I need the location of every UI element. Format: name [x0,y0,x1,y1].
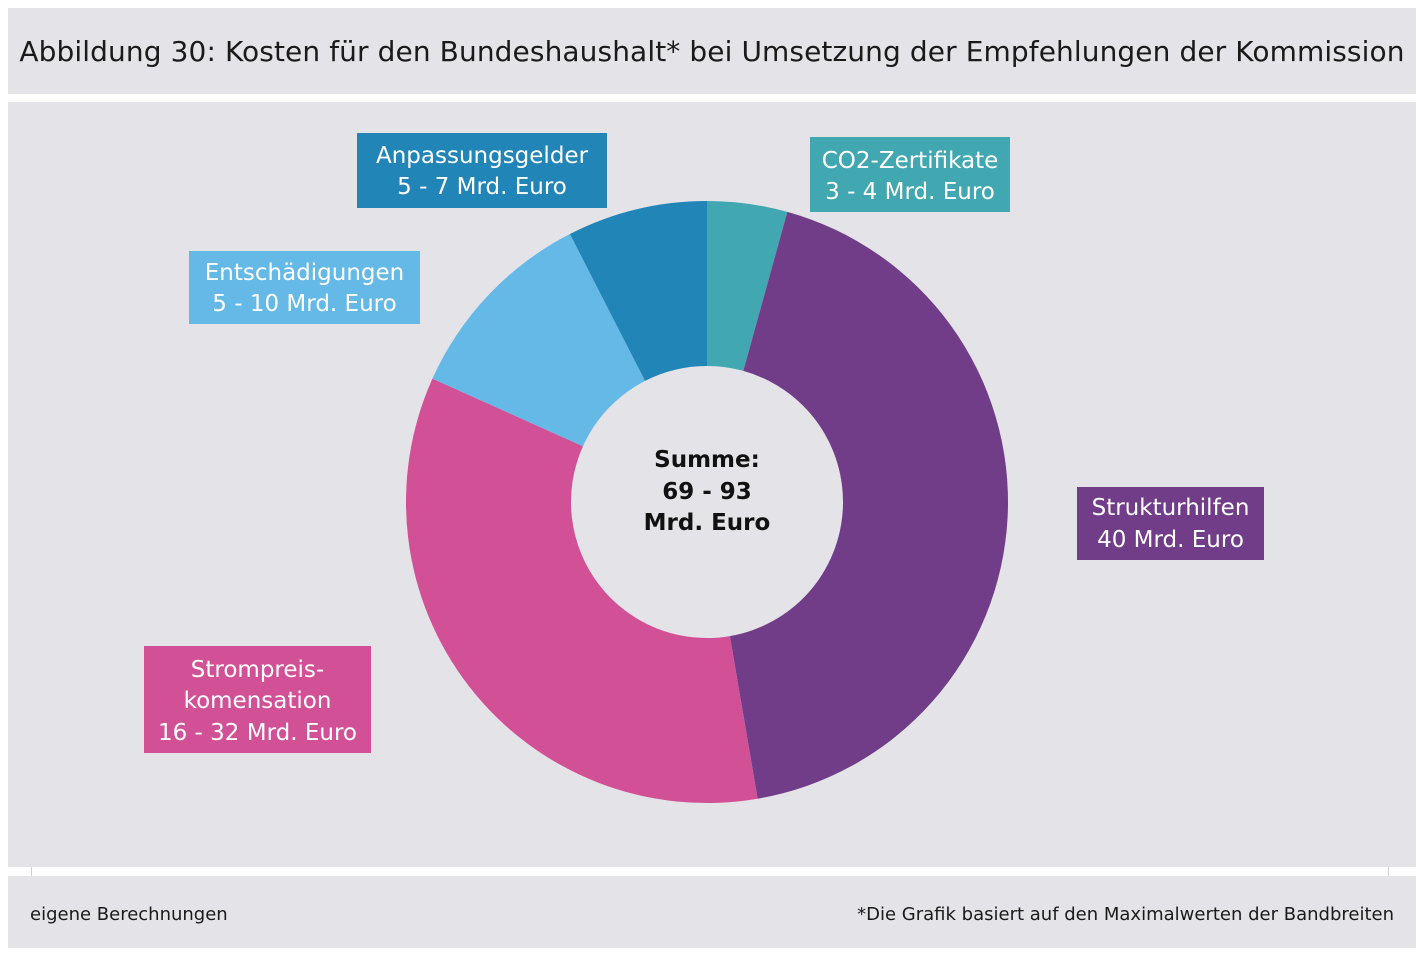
center-label-line-1: Summe: [654,447,760,473]
chart-panel: Summe: 69 - 93 Mrd. Euro CO2-Zertifikate 3 -… [8,102,1416,868]
label-box-bg-3 [144,646,371,753]
slice-label-5-line-1: Anpassungsgelder [376,143,589,169]
slice-4 [432,234,646,447]
slice-label-2-line-1: Strukturhilfen [1092,495,1250,521]
slice-label-3-line-1: Strompreis- [191,657,324,683]
slice-label-3-line-2: komensation [184,688,332,714]
slice-1 [707,201,788,371]
title-bar: Abbildung 30: Kosten für den Bundeshaush… [8,8,1416,94]
chart-title: Abbildung 30: Kosten für den Bundeshaush… [19,34,1405,68]
slice-label-1-line-1: CO2-Zertifikate [822,148,999,174]
label-box-2: Strukturhilfen 40 Mrd. Euro [1077,487,1264,560]
label-box-5: Anpassungsgelder 5 - 7 Mrd. Euro [357,133,607,208]
label-box-3: Strompreis-komensation 16 - 32 Mrd. Euro [144,646,371,753]
slice-2 [729,211,1008,799]
label-box-bg-5 [357,133,607,208]
slice-label-4-line-1: Entschädigungen [205,260,405,286]
donut-chart: Summe: 69 - 93 Mrd. Euro CO2-Zertifikate 3 -… [144,133,1264,803]
center-label-line-3: Mrd. Euro [644,510,771,536]
label-box-bg-4 [189,251,420,324]
footer: eigene Berechnungen *Die Grafik basiert … [8,876,1416,948]
label-box-4: Entschädigungen 5 - 10 Mrd. Euro [189,251,420,324]
label-box-bg-2 [1077,487,1264,560]
separator-tick-right [1388,867,1389,876]
separator-tick-left [31,867,32,876]
center-label-line-2: 69 - 93 [662,479,752,505]
source-note: eigene Berechnungen [30,904,228,925]
slice-label-3-line-3: 16 - 32 Mrd. Euro [158,720,357,746]
slice-label-1-line-2: 3 - 4 Mrd. Euro [825,179,995,205]
slice-3 [406,378,758,803]
label-box-bg-1 [810,137,1010,212]
slice-label-4-line-2: 5 - 10 Mrd. Euro [212,291,396,317]
separator [8,867,1416,876]
slice-label-5-line-2: 5 - 7 Mrd. Euro [397,174,567,200]
slice-5 [569,201,707,381]
slice-label-2-line-2: 40 Mrd. Euro [1097,527,1244,553]
footnote: *Die Grafik basiert auf den Maximalwerte… [857,904,1394,925]
label-box-1: CO2-Zertifikate 3 - 4 Mrd. Euro [810,137,1010,212]
